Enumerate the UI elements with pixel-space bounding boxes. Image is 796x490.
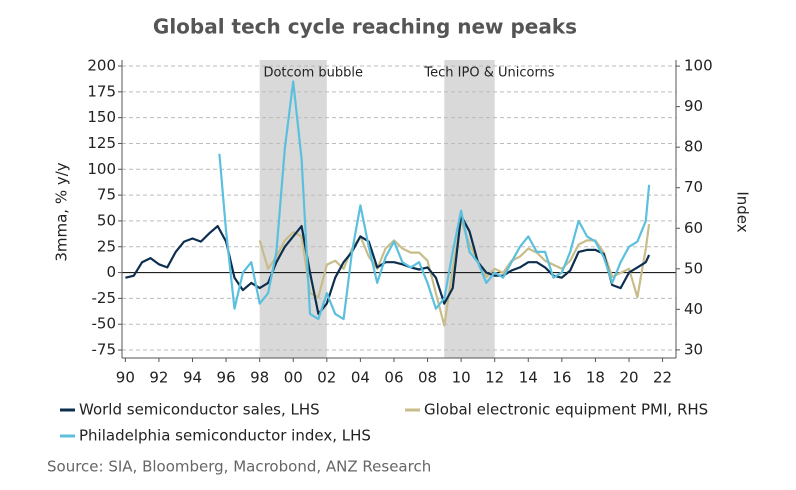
period-label: Dotcom bubble bbox=[263, 66, 363, 81]
x-tick-label: 04 bbox=[351, 369, 370, 387]
y-tick-label: 175 bbox=[87, 82, 116, 100]
chart-title: Global tech cycle reaching new peaks bbox=[153, 15, 577, 39]
y-tick-label: -50 bbox=[92, 315, 117, 333]
series-line bbox=[218, 80, 651, 321]
x-tick-label: 12 bbox=[485, 369, 504, 387]
x-tick-label: 14 bbox=[519, 369, 538, 387]
source: Source: SIA, Bloomberg, Macrobond, ANZ R… bbox=[47, 458, 431, 476]
y2-tick-label: 70 bbox=[684, 178, 703, 196]
y-tick-label: 0 bbox=[106, 263, 116, 281]
legend-label: Philadelphia semiconductor index, LHS bbox=[79, 427, 371, 445]
y2-tick-label: 90 bbox=[684, 97, 703, 115]
y-tick-label: 75 bbox=[97, 186, 116, 204]
legend-label: Global electronic equipment PMI, RHS bbox=[424, 401, 708, 419]
y-tick-label: 150 bbox=[87, 108, 116, 126]
y2-tick-label: 100 bbox=[684, 57, 713, 75]
x-tick-label: 16 bbox=[552, 369, 571, 387]
x-tick-label: 22 bbox=[653, 369, 672, 387]
x-tick-label: 06 bbox=[384, 369, 403, 387]
y2-tick-label: 50 bbox=[684, 259, 703, 277]
y-axis-label: 3mma, % y/y bbox=[53, 162, 71, 261]
y-tick-label: 200 bbox=[87, 56, 116, 74]
y2-tick-label: 40 bbox=[684, 300, 703, 318]
legend-label: World semiconductor sales, LHS bbox=[79, 401, 320, 419]
x-tick-label: 00 bbox=[284, 369, 303, 387]
series-line bbox=[125, 214, 651, 315]
period-label: Tech IPO & Unicorns bbox=[423, 66, 554, 81]
y2-tick-label: 80 bbox=[684, 138, 703, 156]
x-tick-label: 20 bbox=[619, 369, 638, 387]
x-tick-label: 90 bbox=[116, 369, 135, 387]
y-tick-label: -25 bbox=[92, 289, 117, 307]
shaded-period bbox=[259, 60, 327, 358]
x-tick-label: 92 bbox=[149, 369, 168, 387]
y2-tick-label: 60 bbox=[684, 219, 703, 237]
x-tick-label: 94 bbox=[183, 369, 202, 387]
y2-axis-label: Index bbox=[734, 191, 752, 232]
y-tick-label: -75 bbox=[92, 341, 117, 359]
x-tick-label: 98 bbox=[250, 369, 269, 387]
x-tick-label: 18 bbox=[586, 369, 605, 387]
y-tick-label: 50 bbox=[97, 211, 116, 229]
y-tick-label: 100 bbox=[87, 160, 116, 178]
shaded-period bbox=[444, 60, 495, 358]
y-tick-label: 125 bbox=[87, 134, 116, 152]
y2-tick-label: 30 bbox=[684, 340, 703, 358]
y-tick-label: 25 bbox=[97, 237, 116, 255]
x-tick-label: 02 bbox=[317, 369, 336, 387]
x-tick-label: 10 bbox=[452, 369, 471, 387]
x-tick-label: 96 bbox=[217, 369, 236, 387]
x-tick-label: 08 bbox=[418, 369, 437, 387]
